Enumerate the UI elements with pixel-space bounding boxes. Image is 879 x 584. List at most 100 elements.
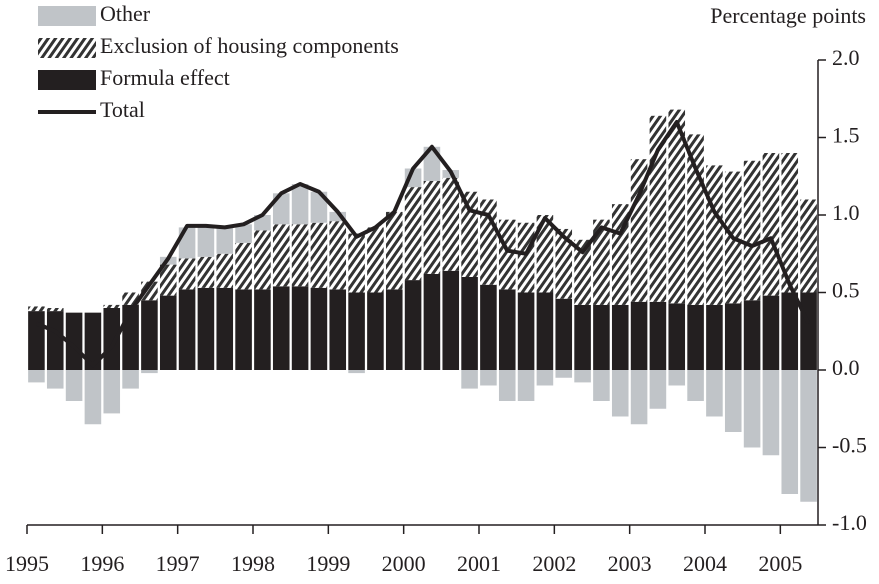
bar — [781, 153, 799, 293]
bar — [649, 370, 667, 409]
legend-label: Total — [100, 97, 145, 122]
bar — [423, 273, 441, 370]
bar — [122, 292, 139, 305]
bar — [216, 227, 234, 254]
bar — [517, 292, 535, 370]
bar — [706, 165, 723, 305]
bar — [574, 304, 591, 370]
bar — [310, 191, 328, 223]
bar — [574, 370, 591, 383]
bar — [367, 292, 384, 370]
x-tick-label: 2000 — [382, 551, 426, 576]
y-tick-label: 0.0 — [832, 355, 860, 380]
bar — [103, 304, 121, 308]
bar — [28, 311, 45, 370]
bar — [216, 253, 234, 288]
bar — [291, 184, 309, 225]
bar — [329, 211, 347, 222]
bar — [141, 300, 158, 370]
bar — [404, 280, 422, 370]
bar — [781, 370, 799, 494]
bar — [536, 292, 554, 370]
bar — [517, 370, 535, 401]
bar — [367, 227, 384, 293]
bar — [159, 264, 177, 296]
bar — [630, 301, 648, 370]
bar — [141, 281, 158, 301]
y-tick-label: -1.0 — [832, 510, 867, 535]
bar — [310, 287, 328, 370]
y-tick-label: 1.0 — [832, 200, 860, 225]
x-tick-label: 2003 — [608, 551, 652, 576]
y-tick-label: 1.5 — [832, 123, 860, 148]
bar — [103, 308, 121, 370]
bar — [781, 292, 799, 370]
bar — [480, 284, 497, 370]
legend-label: Formula effect — [100, 65, 230, 90]
bar — [649, 301, 667, 370]
bar — [65, 312, 83, 370]
bar — [762, 370, 780, 456]
bar — [65, 370, 83, 401]
x-tick-label: 1997 — [156, 551, 200, 576]
x-tick-label: 1999 — [306, 551, 350, 576]
bar — [687, 304, 704, 370]
bar — [141, 370, 158, 374]
bar — [442, 177, 460, 271]
bar — [687, 370, 704, 401]
bar — [706, 304, 723, 370]
y-tick-label: -0.5 — [832, 433, 867, 458]
bar — [517, 222, 535, 293]
bar — [480, 370, 497, 386]
legend-swatch — [38, 70, 96, 90]
x-tick-label: 1998 — [231, 551, 275, 576]
bar — [498, 289, 516, 370]
bar — [574, 239, 591, 305]
bar — [310, 222, 328, 288]
x-tick-label: 2005 — [758, 551, 802, 576]
total-line — [35, 120, 811, 368]
bar — [46, 308, 64, 312]
bar — [254, 289, 271, 370]
bar — [555, 298, 573, 370]
bar — [593, 219, 610, 305]
bar — [555, 228, 573, 299]
bar — [498, 219, 516, 290]
bar — [536, 370, 554, 386]
bar — [611, 370, 629, 417]
bar — [235, 289, 252, 370]
bar — [461, 191, 478, 277]
bar — [329, 221, 347, 290]
legend-label: Other — [100, 1, 151, 26]
bar — [178, 258, 196, 290]
bar — [743, 300, 761, 370]
bar — [46, 311, 64, 370]
bar — [611, 304, 629, 370]
bar — [272, 224, 290, 287]
bar — [84, 370, 102, 425]
bar — [668, 109, 686, 304]
bar — [385, 211, 403, 290]
legend-label: Exclusion of housing components — [100, 33, 399, 58]
bar — [329, 289, 347, 370]
bar — [122, 370, 139, 389]
bar — [630, 370, 648, 425]
bar — [724, 370, 742, 432]
bar — [724, 303, 742, 370]
bar — [498, 370, 516, 401]
bar — [159, 295, 177, 370]
bar — [800, 292, 817, 370]
bar — [348, 233, 365, 293]
bar — [28, 306, 45, 312]
bar — [668, 303, 686, 370]
y-tick-label: 0.5 — [832, 278, 860, 303]
bar — [103, 370, 121, 414]
bar — [197, 225, 215, 257]
bar — [630, 159, 648, 302]
bar — [800, 199, 817, 293]
bar — [235, 242, 252, 290]
bar — [555, 370, 573, 378]
bar — [291, 286, 309, 370]
bar — [743, 160, 761, 301]
